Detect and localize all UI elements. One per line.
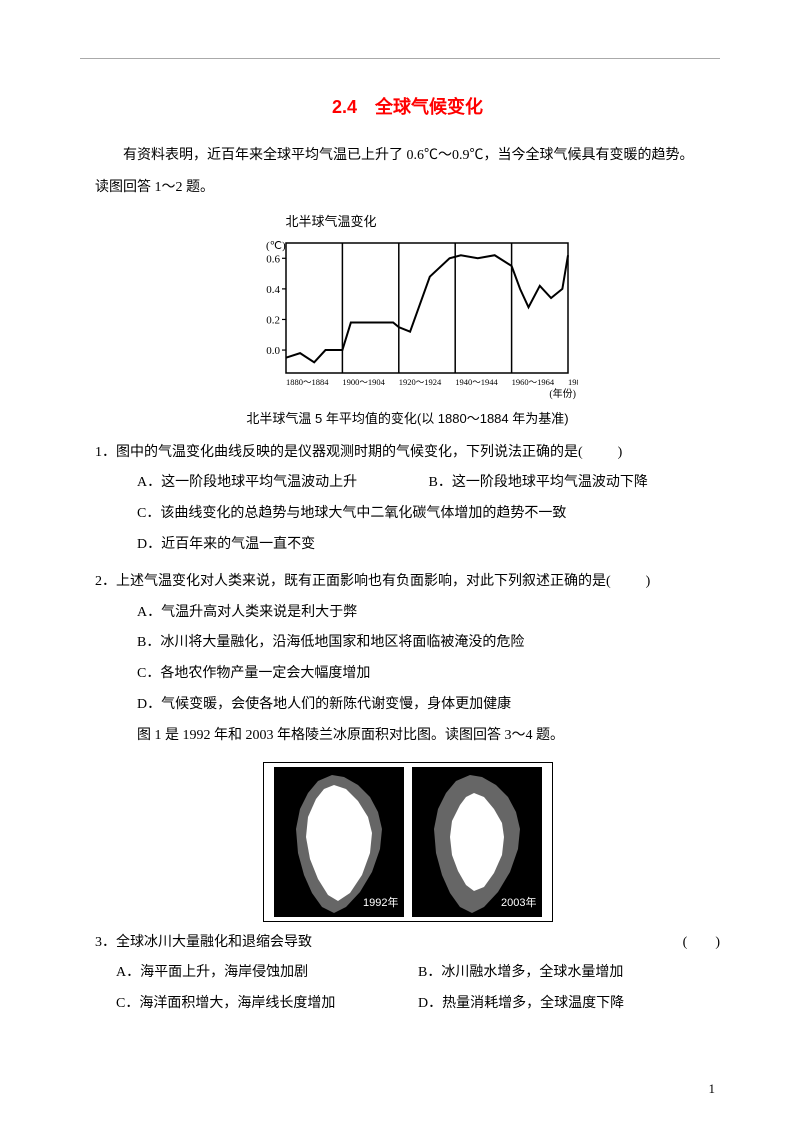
q1-opt-c: C．该曲线变化的总趋势与地球大气中二氧化碳气体增加的趋势不一致 <box>137 499 720 530</box>
temperature-chart: 北半球气温变化 (℃) 0.0 0.2 0.4 0.6 1880～1884 1900～190… <box>238 210 578 431</box>
q1-stem-end: ) <box>618 445 623 460</box>
intro-line-2: 读图回答 1～2 题。 <box>95 174 720 202</box>
page-number: 1 <box>709 1077 716 1102</box>
svg-text:1980～1984: 1980～1984 <box>568 377 578 387</box>
chart-svg: (℃) 0.0 0.2 0.4 0.6 1880～1884 1900～1904 1920～19… <box>238 237 578 407</box>
svg-text:0.4: 0.4 <box>266 284 280 296</box>
chart-caption: 北半球气温 5 年平均值的变化(以 1880～1884 年为基准) <box>238 407 578 432</box>
q3-row2: C．海洋面积增大，海岸线长度增加 D．热量消耗增多，全球温度下降 <box>95 989 720 1020</box>
svg-text:(年份): (年份) <box>549 387 576 400</box>
q3-opt-a: A．海平面上升，海岸侵蚀加剧 <box>116 958 418 989</box>
map-1992: 1992年 <box>274 767 404 917</box>
q2-opt-d: D．气候变暖，会使各地人们的新陈代谢变慢，身体更加健康 <box>137 690 720 721</box>
q2-stem-end: ) <box>646 574 651 589</box>
q1-opt-a: A．这一阶段地球平均气温波动上升 <box>137 468 429 499</box>
svg-text:(℃): (℃) <box>266 240 286 252</box>
q3-opt-b: B．冰川融水增多，全球水量增加 <box>418 958 720 989</box>
svg-text:1920～1924: 1920～1924 <box>398 377 441 387</box>
q2-opt-b: B．冰川将大量融化，沿海低地国家和地区将面临被淹没的危险 <box>137 628 720 659</box>
question-1: 1．图中的气温变化曲线反映的是仪器观测时期的气候变化，下列说法正确的是() <box>95 438 720 469</box>
q1-row1: A．这一阶段地球平均气温波动上升 B．这一阶段地球平均气温波动下降 <box>95 468 720 499</box>
map-2003: 2003年 <box>412 767 542 917</box>
svg-text:1940～1944: 1940～1944 <box>455 377 498 387</box>
q2-options: A．气温升高对人类来说是利大于弊 B．冰川将大量融化，沿海低地国家和地区将面临被… <box>95 598 720 752</box>
greenland-maps: 1992年 2003年 <box>263 762 553 922</box>
map-year-2003: 2003年 <box>501 893 536 914</box>
page-title: 2.4 全球气候变化 <box>95 90 720 124</box>
q3-paren: ( ) <box>683 928 720 959</box>
question-2: 2．上述气温变化对人类来说，既有正面影响也有负面影响，对此下列叙述正确的是() <box>95 567 720 598</box>
top-rule <box>80 58 720 59</box>
svg-text:0.0: 0.0 <box>266 345 280 357</box>
q2-fig-intro: 图 1 是 1992 年和 2003 年格陵兰冰原面积对比图。读图回答 3～4 … <box>137 721 720 752</box>
q3-opt-c: C．海洋面积增大，海岸线长度增加 <box>116 989 418 1020</box>
chart-title: 北半球气温变化 <box>238 210 578 235</box>
q2-opt-a: A．气温升高对人类来说是利大于弊 <box>137 598 720 629</box>
q1-opt-b: B．这一阶段地球平均气温波动下降 <box>429 468 721 499</box>
svg-text:1900～1904: 1900～1904 <box>342 377 385 387</box>
q3-row1: A．海平面上升，海岸侵蚀加剧 B．冰川融水增多，全球水量增加 <box>95 958 720 989</box>
svg-text:0.2: 0.2 <box>266 314 280 326</box>
q1-stem: 1．图中的气温变化曲线反映的是仪器观测时期的气候变化，下列说法正确的是( <box>95 445 583 460</box>
q2-stem: 2．上述气温变化对人类来说，既有正面影响也有负面影响，对此下列叙述正确的是( <box>95 574 611 589</box>
svg-text:1960～1964: 1960～1964 <box>511 377 554 387</box>
q3-stem: 3．全球冰川大量融化和退缩会导致 <box>95 928 312 959</box>
q2-opt-c: C．各地农作物产量一定会大幅度增加 <box>137 659 720 690</box>
q1-opt-d: D．近百年来的气温一直不变 <box>137 530 720 561</box>
svg-text:0.6: 0.6 <box>266 253 280 265</box>
q3-opt-d: D．热量消耗增多，全球温度下降 <box>418 989 720 1020</box>
intro-line-1: 有资料表明，近百年来全球平均气温已上升了 0.6℃～0.9℃，当今全球气候具有变… <box>95 142 720 170</box>
question-3: 3．全球冰川大量融化和退缩会导致 ( ) <box>95 928 720 959</box>
svg-text:1880～1884: 1880～1884 <box>286 377 329 387</box>
q1-row2: C．该曲线变化的总趋势与地球大气中二氧化碳气体增加的趋势不一致 D．近百年来的气… <box>95 499 720 561</box>
map-year-1992: 1992年 <box>363 893 398 914</box>
